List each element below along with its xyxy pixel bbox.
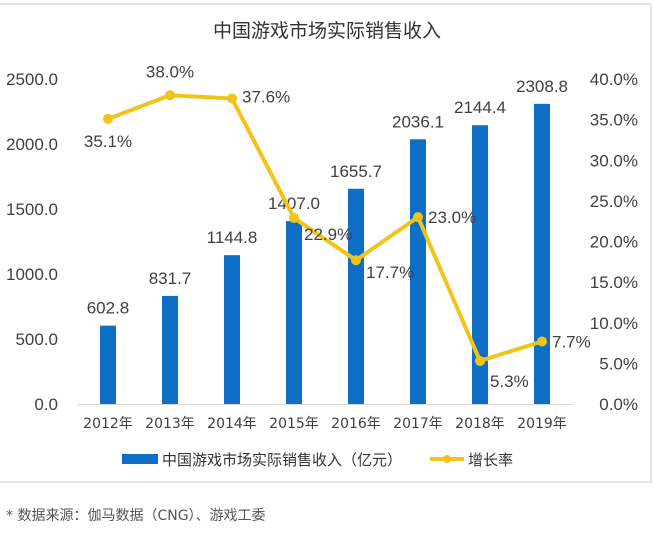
x-axis-tick-label: 2012年: [83, 416, 133, 432]
right-axis-tick-label: 10.0%: [590, 314, 638, 333]
line-data-label: 7.7%: [552, 332, 591, 351]
chart-frame: [0, 3, 652, 483]
bar-data-label: 602.8: [87, 299, 130, 318]
right-axis-tick-label: 0.0%: [599, 395, 638, 414]
line-marker: [227, 93, 237, 104]
bar: [348, 188, 364, 404]
x-axis-tick-label: 2014年: [207, 416, 257, 432]
line-marker: [475, 355, 485, 366]
x-axis-ticks: 2012年 2013年 2014年 2015年 2016年 2017年 2018年 2019年: [83, 416, 567, 432]
legend-line-marker: [443, 455, 451, 463]
line-marker: [103, 113, 113, 124]
bar-data-label: 2308.8: [516, 77, 568, 96]
left-axis-tick-label: 500.0: [15, 330, 58, 349]
bar-data-label: 1655.7: [330, 162, 382, 181]
left-axis: 0.0 500.0 1000.0 1500.0 2000.0 2500.0: [6, 70, 58, 414]
x-axis-tick-label: 2015年: [269, 416, 319, 432]
bar: [224, 255, 240, 404]
x-axis-tick-label: 2019年: [517, 416, 567, 432]
bar-data-label: 831.7: [149, 269, 192, 288]
chart-title: 中国游戏市场实际销售收入: [212, 20, 441, 42]
left-axis-tick-label: 2000.0: [6, 135, 58, 154]
left-axis-tick-label: 0.0: [34, 395, 58, 414]
bar: [162, 295, 178, 404]
source-note: * 数据来源：伽马数据（CNG）、游戏工委: [6, 508, 266, 524]
line-series: 35.1% 38.0% 37.6% 22.9% 17.7% 23.0% 5.3% 7.7%: [84, 62, 591, 391]
legend-line-label: 增长率: [468, 451, 513, 469]
right-axis-tick-label: 20.0%: [590, 233, 638, 252]
left-axis-tick-label: 1500.0: [6, 200, 58, 219]
right-axis-tick-label: 5.0%: [599, 354, 638, 373]
bar: [100, 325, 116, 404]
right-axis-tick-label: 30.0%: [590, 151, 638, 170]
line-data-label: 35.1%: [84, 132, 132, 151]
line-data-label: 5.3%: [490, 372, 529, 391]
bar: [472, 125, 488, 404]
right-axis-tick-label: 15.0%: [590, 273, 638, 292]
line-data-label: 23.0%: [428, 208, 476, 227]
line-marker: [351, 255, 361, 266]
bar-series: 602.8 831.7 1144.8 1407.0 1655.7 2036.1 2144.4…: [87, 77, 568, 404]
bar-data-label: 2036.1: [392, 112, 444, 131]
line-data-label: 37.6%: [242, 88, 290, 107]
right-axis-tick-label: 35.0%: [590, 111, 638, 130]
bar: [534, 103, 550, 404]
x-axis-tick-label: 2017年: [393, 416, 443, 432]
bar: [410, 139, 426, 404]
right-axis-tick-label: 25.0%: [590, 192, 638, 211]
bar-data-label: 2144.4: [454, 98, 506, 117]
line-marker: [537, 336, 547, 347]
x-axis-tick-label: 2013年: [145, 416, 195, 432]
line-marker: [289, 212, 299, 223]
left-axis-tick-label: 2500.0: [6, 70, 58, 89]
legend-bar-label: 中国游戏市场实际销售收入（亿元）: [162, 451, 402, 469]
line-data-label: 38.0%: [146, 62, 194, 81]
right-axis: 0.0% 5.0% 10.0% 15.0% 20.0% 25.0% 30.0% 35.0% 40…: [590, 70, 638, 414]
x-axis-tick-label: 2018年: [455, 416, 505, 432]
right-axis-tick-label: 40.0%: [590, 70, 638, 89]
bar-data-label: 1144.8: [207, 228, 258, 247]
legend-bar-swatch: [122, 454, 158, 464]
growth-line: [107, 93, 543, 363]
line-data-label: 22.9%: [304, 225, 352, 244]
bar-data-label: 1407.0: [268, 194, 320, 213]
line-marker: [165, 90, 175, 101]
x-axis-tick-label: 2016年: [331, 416, 381, 432]
line-data-label: 17.7%: [366, 263, 414, 282]
line-marker: [413, 212, 423, 223]
bar: [286, 221, 302, 404]
left-axis-tick-label: 1000.0: [6, 265, 58, 284]
legend: 中国游戏市场实际销售收入（亿元） 增长率: [122, 451, 513, 469]
